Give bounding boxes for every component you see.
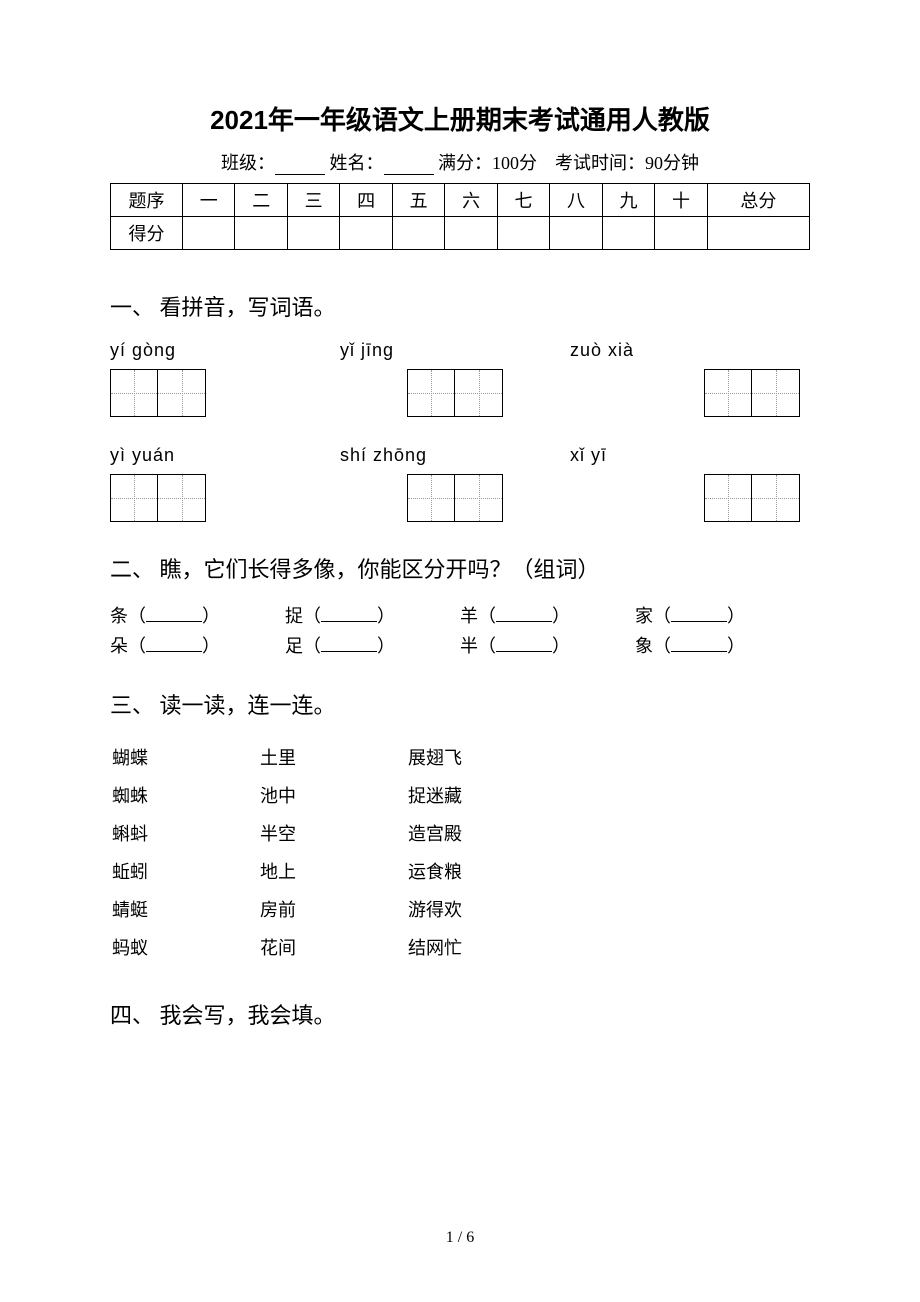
score-cell[interactable] [235, 217, 287, 250]
tianzi-pair[interactable] [110, 474, 206, 522]
exam-info: 班级： 姓名： 满分：100分 考试时间：90分钟 [110, 149, 810, 175]
score-cell[interactable] [340, 217, 392, 250]
match-c2: 地上 [260, 854, 406, 890]
zuci-item: 条（） [110, 602, 285, 628]
col-4: 四 [340, 184, 392, 217]
section1-heading: 一、 看拼音，写词语。 [110, 290, 810, 322]
zuci-blank[interactable] [146, 651, 202, 652]
match-c3: 游得欢 [408, 892, 572, 928]
match-c1: 蝴蝶 [112, 740, 258, 776]
header-label: 题序 [111, 184, 183, 217]
match-c1: 蚯蚓 [112, 854, 258, 890]
zuci-row-2: 朵（） 足（） 半（） 象（） [110, 632, 810, 658]
exam-time: 考试时间：90分钟 [555, 153, 699, 173]
col-8: 八 [550, 184, 602, 217]
section3-heading: 三、 读一读，连一连。 [110, 688, 810, 720]
name-blank[interactable] [384, 157, 434, 175]
zuci-item: 朵（） [110, 632, 285, 658]
zuci-blank[interactable] [321, 651, 377, 652]
match-table: 蝴蝶土里展翅飞 蜘蛛池中捉迷藏 蝌蚪半空造宫殿 蚯蚓地上运食粮 蜻蜓房前游得欢 … [110, 738, 574, 968]
zuci-blank[interactable] [671, 651, 727, 652]
tianzi-pair[interactable] [110, 369, 206, 417]
col-7: 七 [497, 184, 549, 217]
score-cell[interactable] [445, 217, 497, 250]
match-row: 蝌蚪半空造宫殿 [112, 816, 572, 852]
match-c1: 蝌蚪 [112, 816, 258, 852]
section4-heading: 四、 我会写，我会填。 [110, 998, 810, 1030]
tianzi-row-2 [110, 474, 800, 522]
zuci-item: 象（） [635, 632, 810, 658]
zuci-blank[interactable] [671, 621, 727, 622]
match-row: 蚂蚁花间结网忙 [112, 930, 572, 966]
match-c3: 造宫殿 [408, 816, 572, 852]
col-3: 三 [287, 184, 339, 217]
zuci-blank[interactable] [496, 621, 552, 622]
tianzi-pair[interactable] [407, 369, 503, 417]
match-c1: 蜘蛛 [112, 778, 258, 814]
score-cell[interactable] [392, 217, 444, 250]
pinyin-row-2: yì yuán shí zhōng xǐ yī [110, 445, 810, 466]
match-c3: 运食粮 [408, 854, 572, 890]
class-label: 班级： [221, 153, 275, 173]
match-c2: 半空 [260, 816, 406, 852]
match-c3: 捉迷藏 [408, 778, 572, 814]
tianzi-pair[interactable] [407, 474, 503, 522]
score-cell[interactable] [655, 217, 707, 250]
score-table-header-row: 题序 一 二 三 四 五 六 七 八 九 十 总分 [111, 184, 810, 217]
match-c2: 花间 [260, 930, 406, 966]
score-cell[interactable] [602, 217, 654, 250]
match-c3: 展翅飞 [408, 740, 572, 776]
match-c2: 房前 [260, 892, 406, 928]
score-cell[interactable] [497, 217, 549, 250]
zuci-row-1: 条（） 捉（） 羊（） 家（） [110, 602, 810, 628]
zuci-blank[interactable] [146, 621, 202, 622]
exam-title: 2021年一年级语文上册期末考试通用人教版 [110, 100, 810, 137]
zuci-item: 捉（） [285, 602, 460, 628]
match-row: 蝴蝶土里展翅飞 [112, 740, 572, 776]
match-c2: 池中 [260, 778, 406, 814]
zuci-item: 足（） [285, 632, 460, 658]
zuci-item: 羊（） [460, 602, 635, 628]
score-table-score-row: 得分 [111, 217, 810, 250]
pinyin-g2: shí zhōng [340, 445, 570, 466]
col-total: 总分 [707, 184, 809, 217]
tianzi-pair[interactable] [704, 369, 800, 417]
score-cell[interactable] [550, 217, 602, 250]
section2-heading: 二、 瞧，它们长得多像，你能区分开吗？（组词） [110, 552, 810, 584]
full-score: 满分：100分 [438, 153, 537, 173]
match-row: 蜘蛛池中捉迷藏 [112, 778, 572, 814]
col-10: 十 [655, 184, 707, 217]
pinyin-g2: yǐ jīng [340, 340, 570, 361]
score-table: 题序 一 二 三 四 五 六 七 八 九 十 总分 得分 [110, 183, 810, 250]
col-1: 一 [183, 184, 235, 217]
match-c1: 蜻蜓 [112, 892, 258, 928]
match-c2: 土里 [260, 740, 406, 776]
score-cell[interactable] [707, 217, 809, 250]
score-cell[interactable] [183, 217, 235, 250]
score-cell[interactable] [287, 217, 339, 250]
zuci-item: 家（） [635, 602, 810, 628]
col-6: 六 [445, 184, 497, 217]
pinyin-g1: yì yuán [110, 445, 340, 466]
match-c1: 蚂蚁 [112, 930, 258, 966]
match-c3: 结网忙 [408, 930, 572, 966]
col-9: 九 [602, 184, 654, 217]
tianzi-pair[interactable] [704, 474, 800, 522]
score-label: 得分 [111, 217, 183, 250]
zuci-item: 半（） [460, 632, 635, 658]
col-2: 二 [235, 184, 287, 217]
zuci-blank[interactable] [496, 651, 552, 652]
match-row: 蜻蜓房前游得欢 [112, 892, 572, 928]
class-blank[interactable] [275, 157, 325, 175]
pinyin-g3: xǐ yī [570, 445, 800, 466]
pinyin-g1: yí gòng [110, 340, 340, 361]
zuci-blank[interactable] [321, 621, 377, 622]
match-row: 蚯蚓地上运食粮 [112, 854, 572, 890]
name-label: 姓名： [330, 153, 384, 173]
tianzi-row-1 [110, 369, 800, 417]
col-5: 五 [392, 184, 444, 217]
pinyin-g3: zuò xià [570, 340, 800, 361]
page-footer: 1 / 6 [0, 1229, 920, 1247]
pinyin-row-1: yí gòng yǐ jīng zuò xià [110, 340, 810, 361]
